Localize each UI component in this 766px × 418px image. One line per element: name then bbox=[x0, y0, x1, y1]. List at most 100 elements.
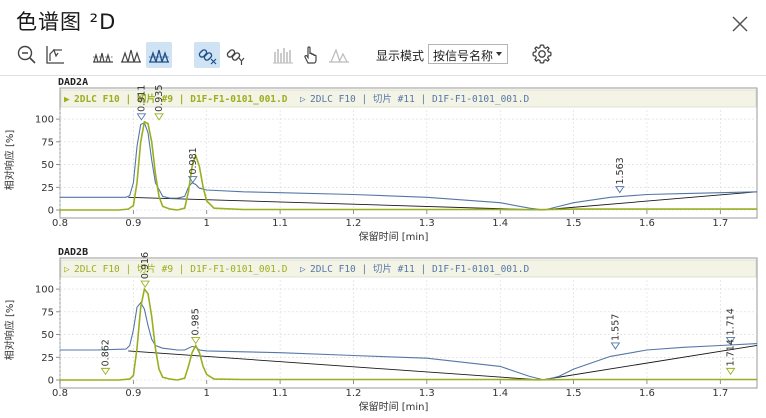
link-y-icon[interactable] bbox=[222, 42, 248, 68]
x-tick-label: 0.9 bbox=[125, 218, 141, 229]
x-tick-label: 1 bbox=[204, 218, 210, 229]
x-tick-label: 1.7 bbox=[712, 388, 728, 399]
legend-marker: ▷ bbox=[300, 94, 306, 105]
legend-entry: 2DLC F10 | 切片 #9 | D1F-F1-0101_001.D bbox=[74, 93, 288, 105]
x-tick-label: 1.1 bbox=[272, 218, 288, 229]
peak-shape-icon[interactable] bbox=[326, 42, 352, 68]
legend-bar bbox=[60, 259, 757, 278]
plot-frame bbox=[59, 87, 758, 219]
chart-panel-dad2a: DAD2A ▶ 2DLC F10 | 切片 #9 | D1F-F1-0101_001… bbox=[0, 76, 766, 246]
x-tick-label: 1.1 bbox=[272, 388, 288, 399]
plot-area bbox=[60, 287, 757, 381]
y-tick-label: 100 bbox=[35, 115, 54, 126]
peak-marker bbox=[136, 113, 147, 121]
legend-entry: 2DLC F10 | 切片 #9 | D1F-F1-0101_001.D bbox=[74, 263, 288, 275]
peak-marker bbox=[154, 113, 164, 121]
zoom-out-icon[interactable] bbox=[14, 42, 40, 68]
integration-baseline bbox=[541, 191, 757, 211]
peak-marker bbox=[190, 337, 201, 345]
peak-label: 0.935 bbox=[154, 85, 165, 112]
y-axis-label: 相对响应 [%] bbox=[3, 300, 16, 361]
series-line-slice-9 bbox=[60, 287, 757, 381]
signal-name: DAD2B bbox=[58, 247, 88, 258]
peak-label: 1.563 bbox=[615, 157, 626, 184]
x-tick-label: 0.8 bbox=[52, 218, 68, 229]
x-tick-label: 1.2 bbox=[346, 388, 362, 399]
y-tick-label: 0 bbox=[48, 206, 54, 217]
display-mode-select[interactable]: 按信号名称 bbox=[428, 44, 508, 64]
y-tick-label: 25 bbox=[41, 183, 54, 194]
legend-entry: 2DLC F10 | 切片 #11 | D1F-F1-0101_001.D bbox=[310, 263, 529, 275]
x-tick-label: 1.5 bbox=[566, 388, 582, 399]
display-mode-label: 显示模式 bbox=[376, 49, 425, 63]
peak-marker bbox=[187, 176, 198, 184]
y-axis-label: 相对响应 [%] bbox=[3, 130, 16, 191]
x-tick-label: 1.7 bbox=[712, 218, 728, 229]
peak-marker bbox=[614, 186, 625, 194]
link-x-icon[interactable] bbox=[194, 42, 220, 68]
y-tick-label: 50 bbox=[41, 330, 54, 341]
peak-label: 1.714 bbox=[726, 339, 737, 366]
peak-label: 1.714 bbox=[726, 308, 737, 335]
display-mode-value: 按信号名称 bbox=[433, 49, 494, 63]
peak-marker bbox=[610, 342, 621, 350]
peak-marker bbox=[140, 280, 150, 288]
peak-marker bbox=[725, 337, 736, 345]
plot-frame bbox=[59, 257, 758, 389]
gear-icon[interactable] bbox=[531, 43, 553, 65]
peak-label: 1.557 bbox=[610, 314, 621, 341]
x-tick-label: 1 bbox=[204, 388, 210, 399]
toolbar-divider bbox=[0, 75, 766, 76]
x-tick-label: 0.8 bbox=[52, 388, 68, 399]
legend-marker: ▷ bbox=[300, 264, 306, 275]
hand-pointer-icon[interactable] bbox=[298, 42, 324, 68]
y-tick-label: 75 bbox=[41, 307, 54, 318]
peak-label: 0.862 bbox=[100, 339, 111, 366]
peak-label: 0.911 bbox=[136, 85, 147, 112]
x-tick-label: 1.6 bbox=[639, 388, 655, 399]
chevron-down-icon bbox=[496, 52, 502, 56]
legend-bar bbox=[60, 89, 757, 108]
integration-baseline bbox=[128, 350, 542, 381]
x-tick-label: 0.9 bbox=[125, 388, 141, 399]
chart-dad2b[interactable]: DAD2B ▷ 2DLC F10 | 切片 #9 | D1F-F1-0101_001… bbox=[0, 246, 766, 416]
signal-name: DAD2A bbox=[58, 77, 88, 88]
x-tick-label: 1.4 bbox=[492, 388, 508, 399]
y-tick-label: 25 bbox=[41, 353, 54, 364]
peak-marker bbox=[100, 367, 111, 376]
x-tick-label: 1.4 bbox=[492, 218, 508, 229]
window-title: 色谱图 ²D bbox=[16, 10, 117, 34]
x-axis-label: 保留时间 [min] bbox=[359, 400, 429, 413]
close-icon[interactable] bbox=[730, 14, 750, 34]
x-axis-label: 保留时间 [min] bbox=[359, 230, 429, 243]
peak-label: 0.981 bbox=[188, 147, 199, 174]
y-tick-label: 0 bbox=[48, 376, 54, 387]
bars-icon[interactable] bbox=[270, 42, 296, 68]
y-tick-label: 100 bbox=[35, 285, 54, 296]
legend-marker: ▷ bbox=[64, 264, 70, 275]
peaks-mirror-icon[interactable] bbox=[146, 42, 172, 68]
y-tick-label: 50 bbox=[41, 160, 54, 171]
peak-label: 0.916 bbox=[140, 252, 151, 279]
y-tick-label: 75 bbox=[41, 137, 54, 148]
chart-panel-dad2b: DAD2B ▷ 2DLC F10 | 切片 #9 | D1F-F1-0101_001… bbox=[0, 246, 766, 416]
series-line-slice-11 bbox=[60, 121, 757, 211]
x-tick-label: 1.2 bbox=[346, 218, 362, 229]
legend-entry: 2DLC F10 | 切片 #11 | D1F-F1-0101_001.D bbox=[310, 93, 529, 105]
peak-marker bbox=[725, 367, 736, 376]
integration-baseline bbox=[541, 345, 757, 381]
toolbar bbox=[0, 40, 766, 72]
peaks-stack-icon[interactable] bbox=[90, 42, 116, 68]
chart-reset-icon[interactable] bbox=[42, 42, 68, 68]
x-tick-label: 1.3 bbox=[419, 388, 435, 399]
series-line-slice-11 bbox=[60, 301, 757, 381]
x-tick-label: 1.3 bbox=[419, 218, 435, 229]
chart-dad2a[interactable]: DAD2A ▶ 2DLC F10 | 切片 #9 | D1F-F1-0101_001… bbox=[0, 76, 766, 246]
integration-baseline bbox=[128, 196, 542, 211]
legend-marker: ▶ bbox=[64, 94, 70, 105]
x-tick-label: 1.5 bbox=[566, 218, 582, 229]
x-tick-label: 1.6 bbox=[639, 218, 655, 229]
peaks-overlay-icon[interactable] bbox=[118, 42, 144, 68]
peak-label: 0.985 bbox=[191, 308, 202, 335]
plot-area bbox=[60, 120, 757, 211]
